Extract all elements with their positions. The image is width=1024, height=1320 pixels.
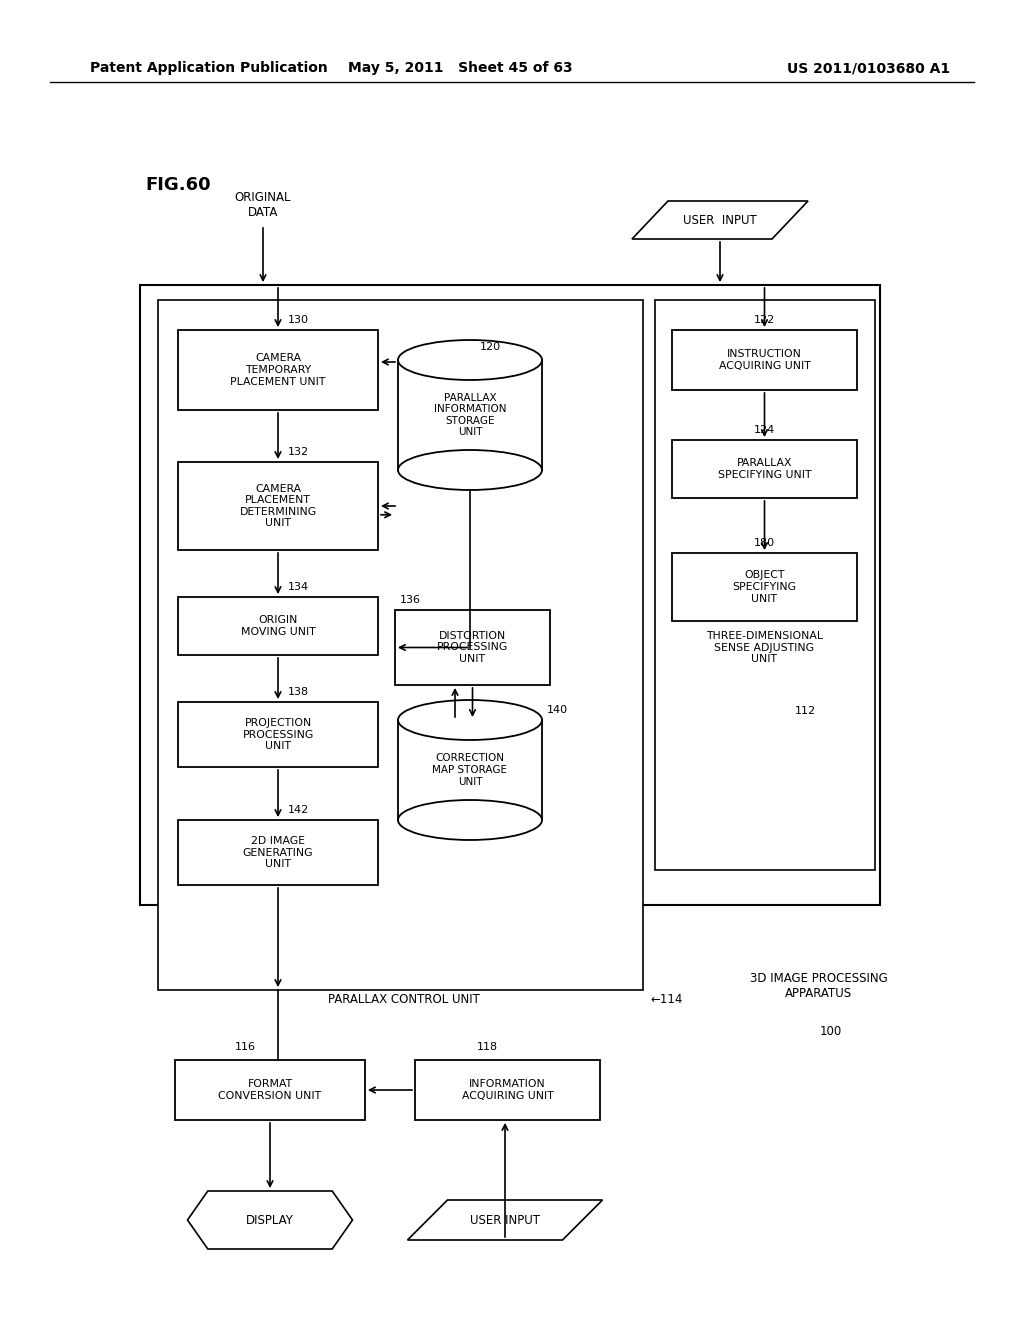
- Bar: [415, 1060, 600, 1119]
- Text: 120: 120: [480, 342, 501, 352]
- Text: PARALLAX
INFORMATION
STORAGE
UNIT: PARALLAX INFORMATION STORAGE UNIT: [434, 392, 506, 437]
- Ellipse shape: [398, 450, 542, 490]
- Text: Patent Application Publication: Patent Application Publication: [90, 61, 328, 75]
- Bar: [655, 300, 874, 870]
- Bar: [672, 330, 857, 389]
- Text: PROJECTION
PROCESSING
UNIT: PROJECTION PROCESSING UNIT: [243, 718, 313, 751]
- Text: ←114: ←114: [650, 993, 682, 1006]
- Bar: [398, 360, 542, 470]
- Ellipse shape: [398, 700, 542, 741]
- Text: FORMAT
CONVERSION UNIT: FORMAT CONVERSION UNIT: [218, 1080, 322, 1101]
- Text: FIG.60: FIG.60: [145, 176, 211, 194]
- Bar: [672, 553, 857, 620]
- Text: THREE-DIMENSIONAL
SENSE ADJUSTING
UNIT: THREE-DIMENSIONAL SENSE ADJUSTING UNIT: [706, 631, 823, 664]
- Text: CAMERA
PLACEMENT
DETERMINING
UNIT: CAMERA PLACEMENT DETERMINING UNIT: [240, 483, 316, 528]
- Text: DISTORTION
PROCESSING
UNIT: DISTORTION PROCESSING UNIT: [437, 631, 508, 664]
- Polygon shape: [187, 1191, 352, 1249]
- Text: INFORMATION
ACQUIRING UNIT: INFORMATION ACQUIRING UNIT: [462, 1080, 553, 1101]
- Text: 118: 118: [477, 1041, 498, 1052]
- Text: May 5, 2011   Sheet 45 of 63: May 5, 2011 Sheet 45 of 63: [348, 61, 572, 75]
- Bar: [178, 820, 378, 884]
- Text: 132: 132: [288, 447, 309, 457]
- Text: ORIGINAL
DATA: ORIGINAL DATA: [234, 191, 291, 219]
- Text: 3D IMAGE PROCESSING
APPARATUS: 3D IMAGE PROCESSING APPARATUS: [750, 972, 888, 1001]
- Ellipse shape: [398, 800, 542, 840]
- Text: USER  INPUT: USER INPUT: [683, 214, 757, 227]
- Bar: [672, 440, 857, 498]
- Bar: [178, 330, 378, 411]
- Bar: [175, 1060, 365, 1119]
- Text: CORRECTION
MAP STORAGE
UNIT: CORRECTION MAP STORAGE UNIT: [432, 754, 508, 787]
- Text: 140: 140: [547, 705, 568, 715]
- Polygon shape: [632, 201, 808, 239]
- Polygon shape: [408, 1200, 602, 1239]
- Text: 180: 180: [754, 539, 775, 548]
- Bar: [178, 462, 378, 550]
- Bar: [398, 719, 542, 820]
- Bar: [178, 702, 378, 767]
- Text: PARALLAX CONTROL UNIT: PARALLAX CONTROL UNIT: [328, 993, 480, 1006]
- Text: CAMERA
TEMPORARY
PLACEMENT UNIT: CAMERA TEMPORARY PLACEMENT UNIT: [230, 354, 326, 387]
- Bar: [140, 285, 880, 906]
- Text: 122: 122: [754, 315, 775, 325]
- Text: 136: 136: [400, 595, 421, 605]
- Bar: [178, 597, 378, 655]
- Text: PARALLAX
SPECIFYING UNIT: PARALLAX SPECIFYING UNIT: [718, 458, 811, 479]
- Text: US 2011/0103680 A1: US 2011/0103680 A1: [786, 61, 950, 75]
- Text: 138: 138: [288, 686, 309, 697]
- Ellipse shape: [398, 341, 542, 380]
- Text: INSTRUCTION
ACQUIRING UNIT: INSTRUCTION ACQUIRING UNIT: [719, 350, 810, 371]
- Text: 142: 142: [288, 805, 309, 814]
- Text: DISPLAY: DISPLAY: [246, 1213, 294, 1226]
- Bar: [395, 610, 550, 685]
- Text: 112: 112: [795, 706, 816, 715]
- Text: OBJECT
SPECIFYING
UNIT: OBJECT SPECIFYING UNIT: [732, 570, 797, 603]
- Text: 130: 130: [288, 315, 309, 325]
- Text: 2D IMAGE
GENERATING
UNIT: 2D IMAGE GENERATING UNIT: [243, 836, 313, 869]
- Text: 124: 124: [754, 425, 775, 436]
- Text: 116: 116: [234, 1041, 256, 1052]
- Text: 100: 100: [820, 1026, 843, 1038]
- Text: ORIGIN
MOVING UNIT: ORIGIN MOVING UNIT: [241, 615, 315, 636]
- Bar: [158, 300, 643, 990]
- Text: 134: 134: [288, 582, 309, 591]
- Text: USER INPUT: USER INPUT: [470, 1213, 540, 1226]
